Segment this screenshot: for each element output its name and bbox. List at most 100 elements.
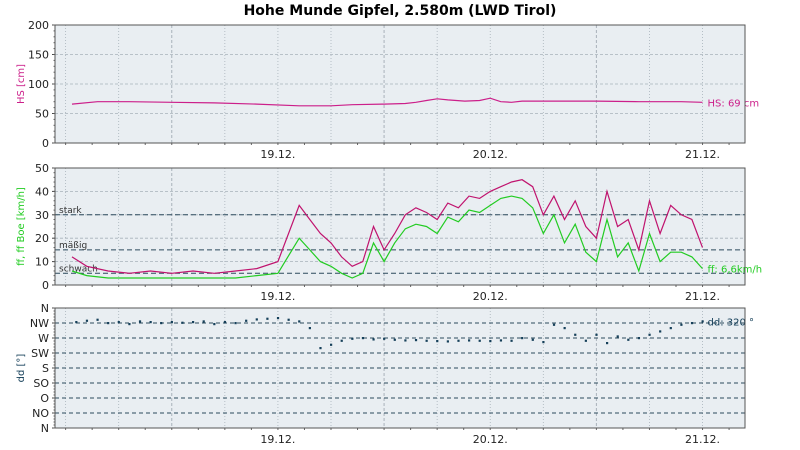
data-point [351, 337, 354, 340]
x-tick-label: 21.12. [685, 148, 720, 161]
data-point [669, 327, 672, 330]
data-point [521, 337, 524, 340]
y-tick-label: NW [30, 317, 49, 330]
data-point [75, 321, 78, 324]
series-line-hs [71, 97, 703, 107]
series-line-ff [71, 195, 703, 279]
y-tick-label: SO [33, 377, 49, 390]
data-point [627, 338, 630, 341]
data-point [457, 339, 460, 342]
data-point [637, 337, 641, 340]
data-point [446, 340, 449, 343]
plot-frame [54, 167, 746, 286]
y-axis-label: ff, ff Boe [km/h] [16, 187, 27, 266]
y-tick-label: 30 [35, 209, 49, 222]
data-point [234, 322, 237, 325]
data-point [648, 333, 651, 336]
data-point [595, 333, 598, 336]
data-point [478, 339, 481, 342]
y-tick-label: NO [32, 407, 49, 420]
panel-1: 0 50 100 150 200 19.12. 20.12. 21.12. HS: 69 cm H… [16, 19, 759, 161]
data-point [659, 330, 662, 333]
data-point [606, 342, 609, 345]
data-point [330, 343, 333, 346]
x-tick-label: 19.12. [260, 290, 295, 303]
data-point [96, 318, 99, 321]
data-point [680, 323, 683, 326]
y-tick-label: S [42, 362, 49, 375]
chart-title: Hohe Munde Gipfel, 2.580m (LWD Tirol) [243, 3, 557, 19]
y-tick-label: 150 [28, 49, 49, 62]
data-point [468, 339, 471, 342]
y-tick-label: 0 [42, 279, 49, 292]
data-point [170, 321, 173, 324]
y-tick-label: 100 [28, 78, 49, 91]
end-value-label: HS: 69 cm [708, 98, 760, 109]
y-axis-label: dd [°] [16, 354, 27, 383]
data-point [202, 320, 205, 323]
panel-3: N NO O SO S SW W NW N 19.12. 20.12. 21.12. dd: 320 °… [16, 302, 754, 446]
data-point [552, 323, 556, 326]
y-axis-label: HS [cm] [16, 64, 27, 104]
y-tick-label: O [40, 392, 49, 405]
data-point [563, 327, 566, 330]
data-point [425, 339, 428, 342]
x-tick-label: 21.12. [685, 290, 720, 303]
y-tick-label: 0 [42, 137, 49, 150]
data-point [531, 338, 534, 341]
y-tick-label: 50 [35, 162, 49, 175]
x-tick-label: 20.12. [473, 290, 508, 303]
data-point [85, 319, 89, 322]
data-point [372, 338, 375, 341]
data-point [266, 317, 269, 320]
data-point [361, 337, 365, 340]
plot-frame [54, 24, 746, 144]
end-value-label: dd: 320 ° [708, 317, 755, 328]
data-point [255, 318, 258, 321]
data-point [276, 317, 280, 320]
plot-area [55, 168, 745, 285]
data-point [138, 320, 142, 323]
y-tick-label: W [38, 332, 49, 345]
end-value-label: ff: 6,6km/h [708, 265, 763, 276]
x-tick-label: 19.12. [260, 433, 295, 446]
data-point [489, 340, 492, 343]
data-point [223, 321, 227, 324]
y-tick-label: SW [31, 347, 49, 360]
data-point [298, 320, 301, 323]
y-tick-label: 40 [35, 185, 49, 198]
x-tick-label: 19.12. [260, 148, 295, 161]
data-point [383, 337, 386, 340]
reference-label: stark [59, 206, 82, 216]
y-tick-label: N [41, 302, 49, 315]
data-point [499, 339, 503, 342]
x-tick-label: 20.12. [473, 433, 508, 446]
data-point [542, 341, 545, 344]
data-point [213, 323, 216, 326]
data-point [287, 318, 290, 321]
data-point [393, 338, 396, 341]
x-tick-label: 21.12. [685, 433, 720, 446]
data-point [584, 339, 587, 342]
data-point [510, 339, 513, 342]
data-point [308, 327, 311, 330]
data-point [128, 323, 131, 326]
data-point [616, 335, 619, 338]
data-point [181, 321, 184, 324]
y-tick-label: N [41, 422, 49, 435]
series-line-ff-boe [71, 179, 704, 274]
data-point [414, 339, 418, 342]
data-point [160, 322, 163, 325]
data-point [192, 321, 195, 324]
data-point [690, 322, 694, 325]
y-tick-label: 20 [35, 232, 49, 245]
y-tick-label: 200 [28, 19, 49, 32]
y-tick-label: 10 [35, 256, 49, 269]
data-point [319, 347, 322, 350]
plot-frame [54, 307, 746, 429]
data-point [107, 322, 110, 325]
data-point [574, 333, 577, 336]
reference-label: schwach [59, 264, 98, 274]
data-point [340, 339, 343, 342]
